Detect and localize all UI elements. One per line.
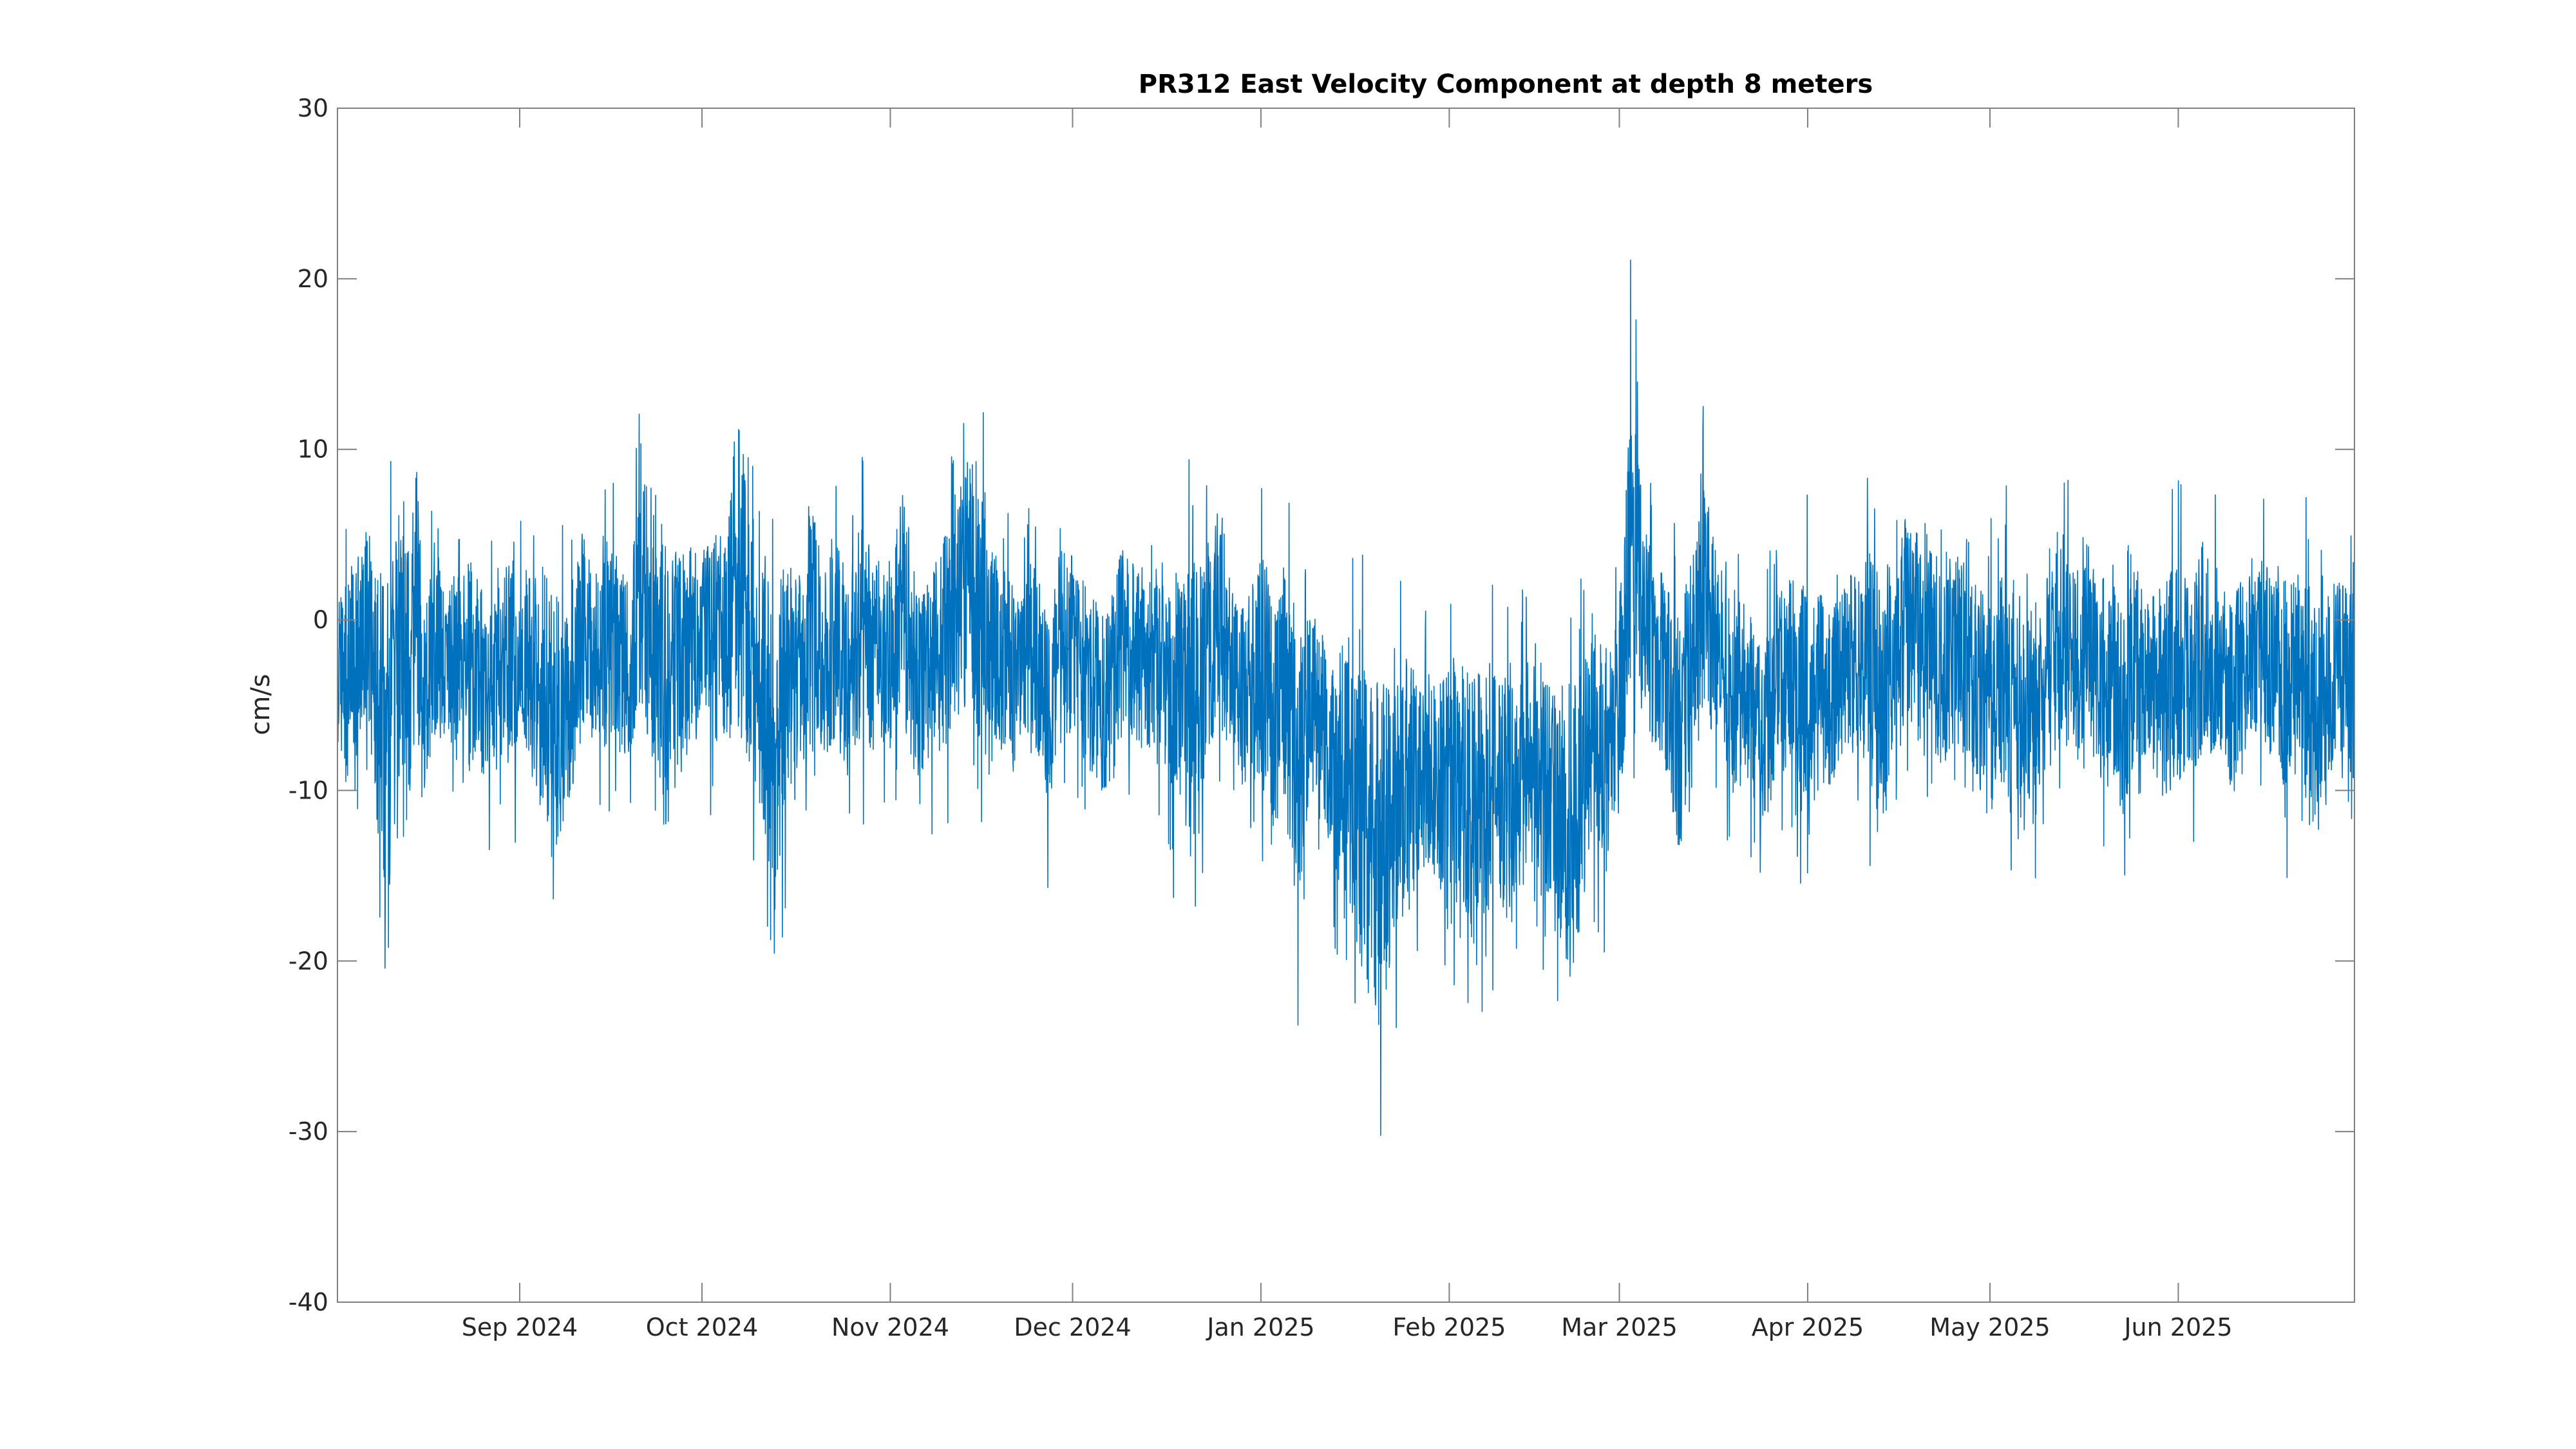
x-tick-label: Jun 2025 [2123, 1313, 2232, 1341]
y-tick-label: 30 [298, 94, 328, 122]
x-tick-label: Apr 2025 [1752, 1313, 1864, 1341]
x-tick-label: May 2025 [1929, 1313, 2050, 1341]
x-tick-label: Nov 2024 [831, 1313, 949, 1341]
x-tick-label: Oct 2024 [646, 1313, 759, 1341]
plot-area [337, 260, 2355, 1136]
y-tick-label: 10 [298, 435, 328, 464]
x-tick-label: Feb 2025 [1392, 1313, 1506, 1341]
y-axis-label: cm/s [246, 674, 276, 735]
y-tick-label: -20 [289, 947, 328, 975]
series-line [337, 260, 2355, 1136]
y-tick-label: 0 [313, 606, 328, 634]
chart-title: PR312 East Velocity Component at depth 8… [1139, 70, 1873, 99]
y-tick-label: -10 [289, 776, 328, 804]
x-tick-label: Jan 2025 [1206, 1313, 1314, 1341]
y-tick-label: 20 [298, 265, 328, 293]
y-tick-label: -30 [289, 1117, 328, 1146]
x-tick-label: Dec 2024 [1014, 1313, 1131, 1341]
x-tick-label: Sep 2024 [462, 1313, 578, 1341]
y-tick-label: -40 [289, 1288, 328, 1316]
x-tick-label: Mar 2025 [1561, 1313, 1677, 1341]
x-axis: Sep 2024 Oct 2024 Nov 2024 Dec 2024 Jan 2025… [462, 108, 2233, 1341]
y-axis: -40 -30 -20 -10 0 10 20 30 [289, 94, 2354, 1316]
plot-frame [337, 108, 2355, 1303]
